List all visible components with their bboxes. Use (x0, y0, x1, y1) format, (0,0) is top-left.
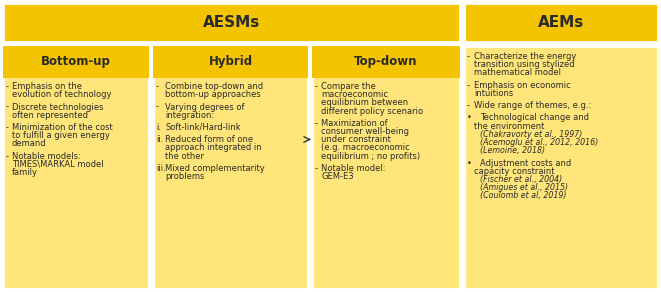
Text: Combine top-down and: Combine top-down and (165, 82, 263, 91)
Text: Top-down: Top-down (354, 55, 418, 69)
Text: under constraint: under constraint (321, 135, 391, 144)
Text: Varying degrees of: Varying degrees of (165, 102, 245, 112)
Text: (e.g. macroeconomic: (e.g. macroeconomic (321, 143, 410, 152)
Text: transition using stylized: transition using stylized (474, 60, 574, 69)
Text: -: - (467, 52, 470, 61)
Text: Mixed complementarity: Mixed complementarity (165, 164, 265, 173)
Text: approach integrated in: approach integrated in (165, 143, 262, 152)
Text: (Acemoglu et al., 2012, 2016): (Acemoglu et al., 2012, 2016) (480, 138, 598, 147)
Text: Wide range of themes, e.g.:: Wide range of themes, e.g.: (474, 101, 591, 110)
Text: (Chakravorty et al., 1997): (Chakravorty et al., 1997) (480, 130, 582, 139)
Bar (3, 46, 149, 289)
Bar (464, 46, 658, 289)
Bar (3, 46, 149, 78)
Text: the environment: the environment (474, 122, 545, 131)
Text: Hybrid: Hybrid (208, 55, 253, 69)
Bar (3, 3, 460, 42)
Text: -: - (315, 164, 318, 173)
Text: TIMES\MARKAL model: TIMES\MARKAL model (12, 160, 104, 169)
Bar (464, 3, 658, 42)
Bar (312, 46, 460, 78)
Text: AESMs: AESMs (203, 15, 260, 30)
Text: family: family (12, 168, 38, 177)
Bar (153, 46, 308, 78)
Text: evolution of technology: evolution of technology (12, 90, 112, 99)
Text: -: - (6, 102, 9, 112)
Text: -: - (315, 119, 318, 128)
Text: (Lemoine, 2018): (Lemoine, 2018) (480, 146, 545, 155)
Text: (Coulomb et al, 2019): (Coulomb et al, 2019) (480, 191, 566, 200)
Text: integration:: integration: (165, 111, 214, 120)
Text: i.: i. (156, 123, 161, 132)
Text: (Amigues et al., 2015): (Amigues et al., 2015) (480, 183, 568, 192)
Text: consumer well-being: consumer well-being (321, 127, 409, 136)
Text: Discrete technologies: Discrete technologies (12, 102, 104, 112)
Text: macroeconomic: macroeconomic (321, 90, 388, 99)
Text: -: - (156, 102, 159, 112)
Text: Notable model:: Notable model: (321, 164, 385, 173)
Text: •: • (467, 114, 472, 123)
Text: •: • (467, 159, 472, 168)
Text: Emphasis on the: Emphasis on the (12, 82, 82, 91)
Text: (Fischer et al., 2004): (Fischer et al., 2004) (480, 175, 563, 184)
Text: -: - (6, 152, 9, 161)
Text: -: - (467, 101, 470, 110)
Text: Minimization of the cost: Minimization of the cost (12, 123, 113, 132)
Text: Adjustment costs and: Adjustment costs and (480, 159, 571, 168)
Bar (312, 46, 460, 289)
Text: problems: problems (165, 172, 204, 181)
Text: Characterize the energy: Characterize the energy (474, 52, 576, 61)
Text: Compare the: Compare the (321, 82, 375, 91)
Text: ii.: ii. (156, 135, 163, 144)
Text: AEMs: AEMs (538, 15, 584, 30)
Text: Maximization of: Maximization of (321, 119, 387, 128)
Text: GEM-E3: GEM-E3 (321, 172, 354, 181)
Text: intuitions: intuitions (474, 89, 513, 98)
Text: -: - (156, 82, 159, 91)
Text: -: - (315, 82, 318, 91)
Text: Reduced form of one: Reduced form of one (165, 135, 253, 144)
Text: iii.: iii. (156, 164, 166, 173)
Text: the other: the other (165, 152, 204, 161)
Text: demand: demand (12, 139, 47, 148)
Text: Soft-link/Hard-link: Soft-link/Hard-link (165, 123, 241, 132)
Text: Technological change and: Technological change and (480, 114, 589, 123)
Text: to fulfill a given energy: to fulfill a given energy (12, 131, 110, 140)
Text: equilibrium between: equilibrium between (321, 98, 408, 107)
Text: different policy scenario: different policy scenario (321, 107, 423, 116)
Text: bottom-up approaches: bottom-up approaches (165, 90, 260, 99)
Text: equilibrium ; no profits): equilibrium ; no profits) (321, 152, 420, 161)
Text: -: - (467, 81, 470, 90)
Text: Bottom-up: Bottom-up (41, 55, 111, 69)
Text: capacity constraint: capacity constraint (474, 167, 555, 176)
Text: mathematical model: mathematical model (474, 68, 561, 77)
Text: -: - (6, 82, 9, 91)
Text: Notable models:: Notable models: (12, 152, 81, 161)
Text: -: - (6, 123, 9, 132)
Bar (153, 46, 308, 289)
Text: Emphasis on economic: Emphasis on economic (474, 81, 570, 90)
Text: often represented: often represented (12, 111, 88, 120)
